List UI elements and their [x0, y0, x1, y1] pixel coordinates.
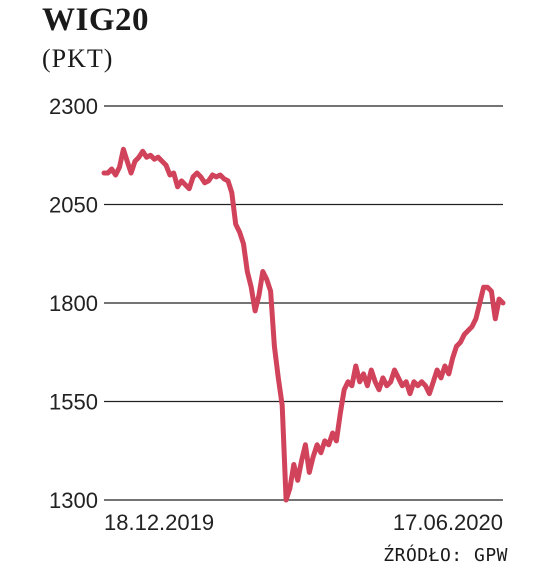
chart-title: WIG20 — [42, 2, 150, 38]
series-line — [101, 146, 506, 503]
x-tick-label-end: 17.06.2020 — [393, 510, 503, 535]
x-axis-ticks: 18.12.2019 17.06.2020 — [104, 510, 503, 535]
y-tick-label: 1300 — [49, 488, 98, 513]
source-note: ŹRÓDŁO: GPW — [383, 545, 508, 566]
series-layer — [101, 146, 506, 503]
y-tick-label: 1550 — [49, 390, 98, 415]
gridlines — [104, 105, 503, 501]
x-tick-label-start: 18.12.2019 — [104, 510, 214, 535]
y-tick-label: 2300 — [49, 94, 98, 119]
y-axis-ticks: 1300 1550 1800 2050 2300 — [49, 94, 98, 513]
y-tick-label: 2050 — [49, 193, 98, 218]
chart-unit: (PKT) — [42, 44, 114, 73]
y-tick-label: 1800 — [49, 291, 98, 316]
